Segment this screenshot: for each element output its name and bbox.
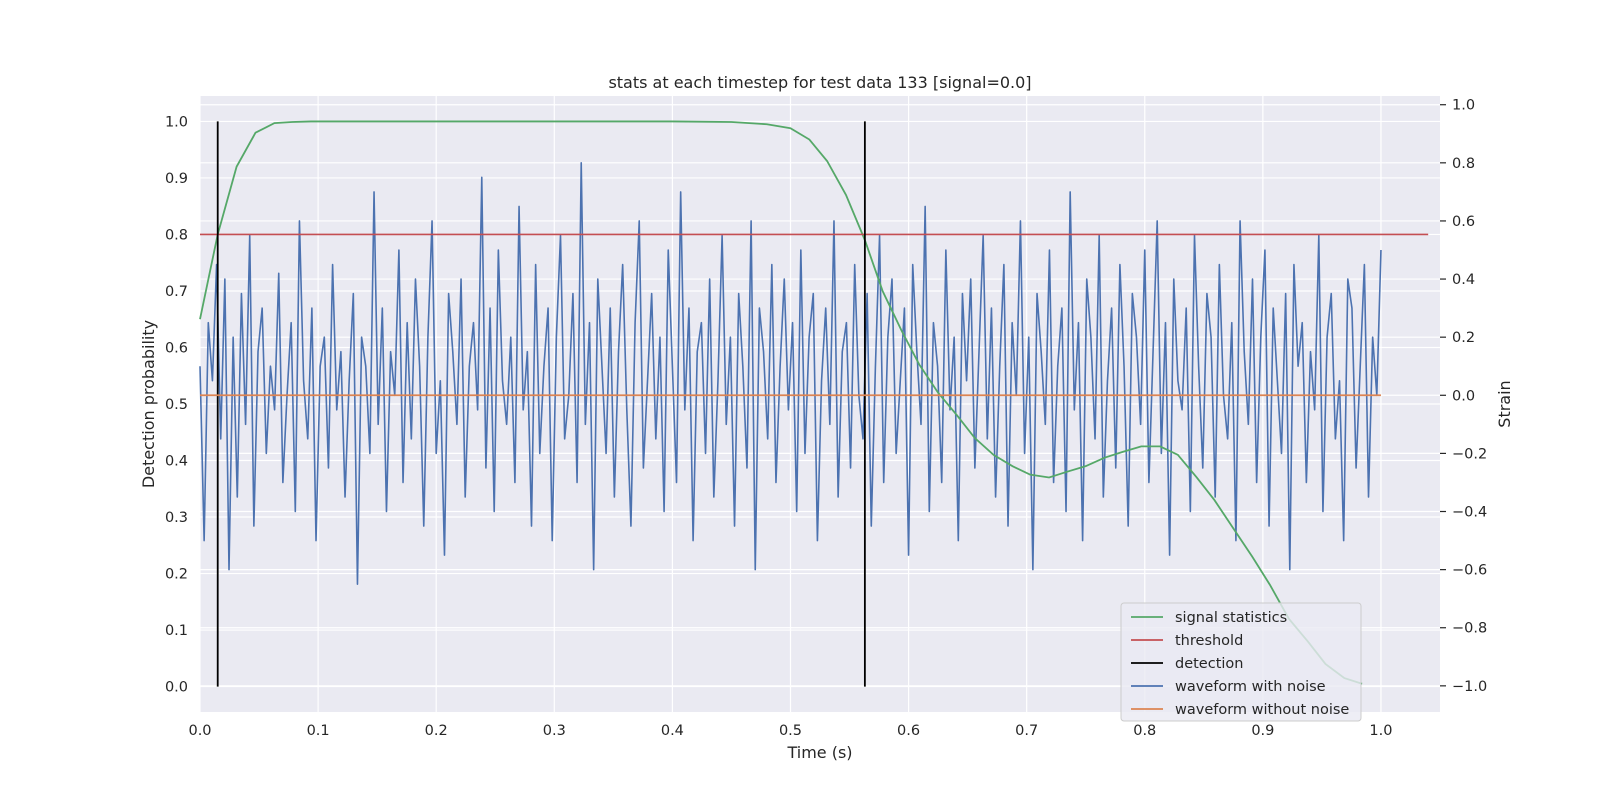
y-right-tick-label: −0.4	[1452, 505, 1487, 521]
x-tick-label: 0.4	[661, 723, 684, 739]
y-right-tick-label: 1.0	[1452, 98, 1475, 114]
signal-statistics-line	[199, 120, 1363, 685]
y-tick-label: 0.8	[165, 227, 188, 243]
legend-label: signal statistics	[1175, 610, 1287, 626]
x-axis-ticks: 0.0 0.1 0.2 0.3 0.4 0.5 0.6 0.7 0.8 0.9 1.0	[188, 723, 1392, 739]
chart-marks	[199, 120, 1429, 687]
legend-label: waveform without noise	[1175, 702, 1349, 718]
legend-label: threshold	[1175, 633, 1243, 649]
y-tick-label: 0.0	[165, 680, 188, 696]
y-right-tick-label: 0.6	[1452, 214, 1475, 230]
y-tick-label: 0.5	[165, 397, 188, 413]
y-right-tick-label: 0.4	[1452, 272, 1475, 288]
y-right-tick-label: −1.0	[1452, 679, 1487, 695]
y-right-tick-label: 0.8	[1452, 156, 1475, 172]
y-tick-label: 0.6	[165, 340, 188, 356]
y-right-tick-label: −0.8	[1452, 621, 1487, 637]
y-right-axis-label: Strain	[1495, 380, 1514, 427]
chart-title: stats at each timestep for test data 133…	[608, 73, 1031, 92]
legend-label: detection	[1175, 656, 1243, 672]
x-tick-label: 0.2	[425, 723, 448, 739]
y-tick-label: 0.3	[165, 510, 188, 526]
x-tick-label: 0.8	[1133, 723, 1156, 739]
y-right-tick-label: 0.0	[1452, 388, 1475, 404]
x-tick-label: 0.1	[307, 723, 330, 739]
y-right-tick-label: −0.2	[1452, 446, 1487, 462]
y-tick-label: 0.4	[165, 454, 188, 470]
y-right-axis-ticks: −1.0 −0.8 −0.6 −0.4 −0.2 0.0 0.2 0.4 0.6 0.8 1.0	[1440, 98, 1487, 695]
x-tick-label: 0.0	[188, 723, 211, 739]
x-tick-label: 0.5	[779, 723, 802, 739]
y-tick-label: 0.9	[165, 171, 188, 187]
y-axis-ticks: 0.0 0.1 0.2 0.3 0.4 0.5 0.6 0.7 0.8 0.9 1.0	[165, 114, 188, 695]
legend: signal statistics threshold detection wavef…	[1120, 602, 1362, 722]
y-tick-label: 0.2	[165, 567, 188, 583]
x-tick-label: 0.6	[897, 723, 920, 739]
x-tick-label: 0.7	[1015, 723, 1038, 739]
x-axis-label: Time (s)	[786, 743, 852, 762]
y-tick-label: 1.0	[165, 114, 188, 130]
x-tick-label: 0.9	[1251, 723, 1274, 739]
y-tick-label: 0.7	[165, 284, 188, 300]
y-right-tick-label: −0.6	[1452, 563, 1487, 579]
y-tick-label: 0.1	[165, 623, 188, 639]
x-tick-label: 1.0	[1369, 723, 1392, 739]
y-axis-label: Detection probability	[139, 320, 158, 488]
legend-label: waveform with noise	[1175, 679, 1326, 695]
y-right-tick-label: 0.2	[1452, 330, 1475, 346]
waveform-with-noise-line	[199, 162, 1382, 585]
x-tick-label: 0.3	[543, 723, 566, 739]
legend-frame	[1120, 602, 1362, 722]
